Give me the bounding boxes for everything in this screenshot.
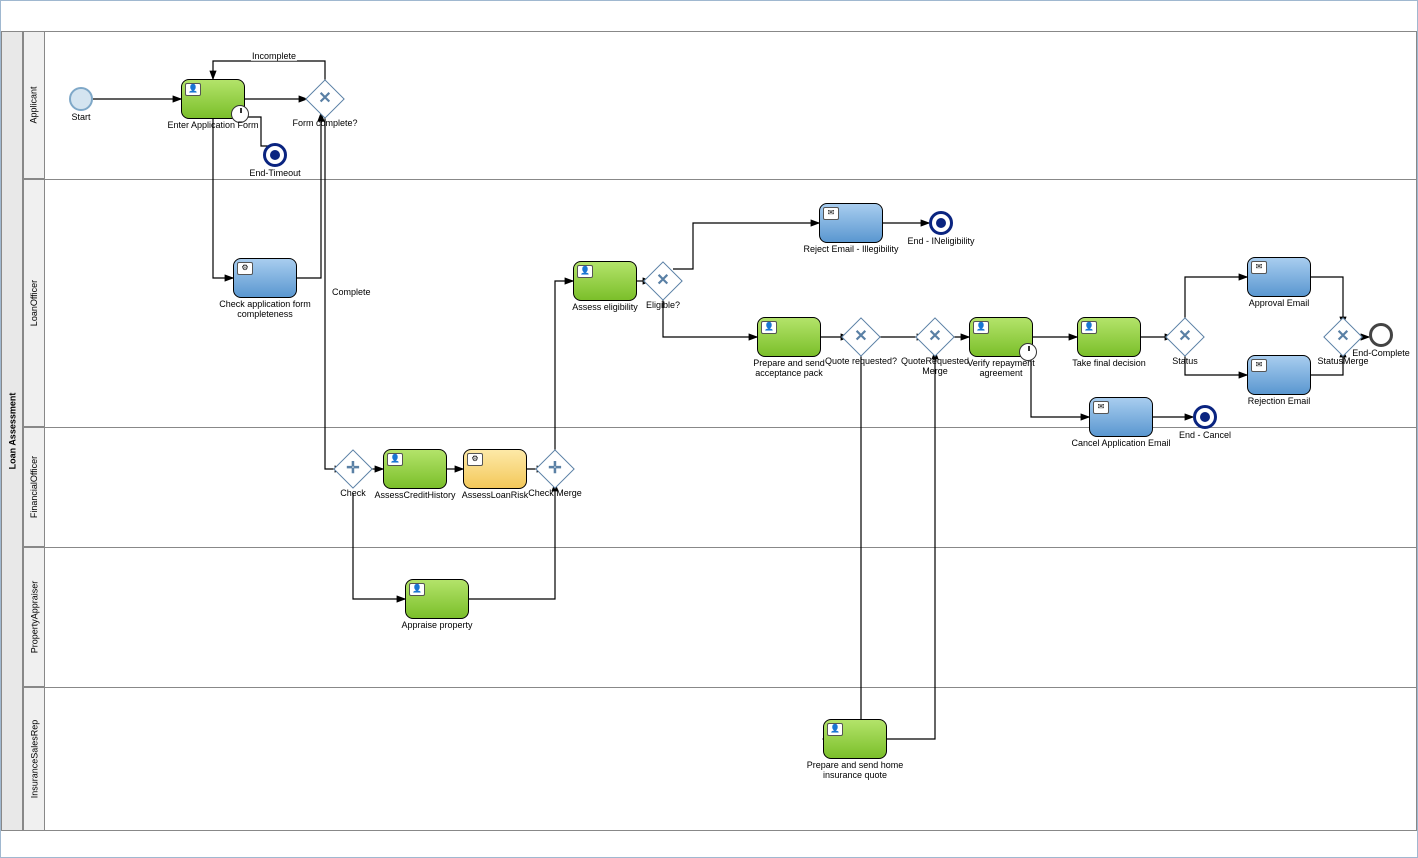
- user-icon: 👤: [973, 321, 989, 334]
- lane-label-insurancesalesrep: InsuranceSalesRep: [23, 687, 45, 831]
- gear-icon: ⚙: [467, 453, 483, 466]
- task-label-rejectIneligibility: Reject Email - Illegibility: [799, 245, 903, 255]
- parallel-icon: ✛: [346, 461, 359, 477]
- task-prepareQuote[interactable]: 👤: [823, 719, 887, 759]
- lane-financialofficer: [45, 427, 1417, 547]
- end-plain-event-endComplete[interactable]: [1369, 323, 1393, 347]
- bpmn-diagram: Loan Assessment ApplicantLoanOfficerFina…: [0, 0, 1418, 858]
- gateway-label-gQuoteMerge: QuoteRequested Merge: [893, 357, 977, 377]
- task-assessElig[interactable]: 👤: [573, 261, 637, 301]
- start-event-start[interactable]: [69, 87, 93, 111]
- exclusive-icon: ✕: [1178, 329, 1191, 345]
- event-label-start: Start: [43, 113, 119, 123]
- task-label-checkForm: Check application form completeness: [213, 300, 317, 320]
- exclusive-icon: ✕: [656, 273, 669, 289]
- task-takeDecision[interactable]: 👤: [1077, 317, 1141, 357]
- flow-label-6: Complete: [331, 287, 372, 297]
- gateway-label-gCheckMerge: Check Merge: [513, 489, 597, 499]
- gateway-label-gQuoteReq: Quote requested?: [819, 357, 903, 367]
- task-assessRisk[interactable]: ⚙: [463, 449, 527, 489]
- gateway-label-gEligible: Eligible?: [621, 301, 705, 311]
- gateway-label-gStatus: Status: [1143, 357, 1227, 367]
- event-label-endCancel: End - Cancel: [1167, 431, 1243, 441]
- exclusive-icon: ✕: [318, 91, 331, 107]
- mail-icon: ✉: [823, 207, 839, 220]
- task-label-enterForm: Enter Application Form: [161, 121, 265, 131]
- lane-insurancesalesrep: [45, 687, 1417, 831]
- task-checkForm[interactable]: ⚙: [233, 258, 297, 298]
- event-label-endTimeout: End-Timeout: [243, 169, 307, 179]
- exclusive-icon: ✕: [854, 329, 867, 345]
- user-icon: 👤: [1081, 321, 1097, 334]
- task-verifyRepay[interactable]: 👤: [969, 317, 1033, 357]
- lane-label-loanofficer: LoanOfficer: [23, 179, 45, 427]
- mail-icon: ✉: [1251, 359, 1267, 372]
- task-label-prepareQuote: Prepare and send home insurance quote: [803, 761, 907, 781]
- exclusive-icon: ✕: [928, 329, 941, 345]
- lane-label-applicant: Applicant: [23, 31, 45, 179]
- end-event-endInelig[interactable]: [929, 211, 953, 235]
- gateway-label-gStatusMerge: StatusMerge: [1301, 357, 1385, 367]
- event-label-endInelig: End - INeligibility: [903, 237, 979, 247]
- parallel-icon: ✛: [548, 461, 561, 477]
- user-icon: 👤: [185, 83, 201, 96]
- lane-propertyappraiser: [45, 547, 1417, 687]
- end-event-endTimeout[interactable]: [263, 143, 287, 167]
- user-icon: 👤: [761, 321, 777, 334]
- task-label-appraise: Appraise property: [385, 621, 489, 631]
- task-assessCredit[interactable]: 👤: [383, 449, 447, 489]
- task-label-cancelEmail: Cancel Application Email: [1069, 439, 1173, 449]
- user-icon: 👤: [827, 723, 843, 736]
- task-appraise[interactable]: 👤: [405, 579, 469, 619]
- user-icon: 👤: [409, 583, 425, 596]
- gear-icon: ⚙: [237, 262, 253, 275]
- task-label-rejectionEmail: Rejection Email: [1227, 397, 1331, 407]
- flow-label-2: Incomplete: [251, 51, 297, 61]
- task-cancelEmail[interactable]: ✉: [1089, 397, 1153, 437]
- mail-icon: ✉: [1251, 261, 1267, 274]
- user-icon: 👤: [387, 453, 403, 466]
- gateway-label-gCheck: Check: [311, 489, 395, 499]
- end-event-endCancel[interactable]: [1193, 405, 1217, 429]
- task-preparePack[interactable]: 👤: [757, 317, 821, 357]
- mail-icon: ✉: [1093, 401, 1109, 414]
- task-rejectIneligibility[interactable]: ✉: [819, 203, 883, 243]
- gateway-label-gFormComplete: Form complete?: [283, 119, 367, 129]
- exclusive-icon: ✕: [1336, 329, 1349, 345]
- task-label-approvalEmail: Approval Email: [1227, 299, 1331, 309]
- task-approvalEmail[interactable]: ✉: [1247, 257, 1311, 297]
- lane-label-financialofficer: FinancialOfficer: [23, 427, 45, 547]
- user-icon: 👤: [577, 265, 593, 278]
- lane-label-propertyappraiser: PropertyAppraiser: [23, 547, 45, 687]
- task-enterForm[interactable]: 👤: [181, 79, 245, 119]
- pool-label: Loan Assessment: [1, 31, 23, 831]
